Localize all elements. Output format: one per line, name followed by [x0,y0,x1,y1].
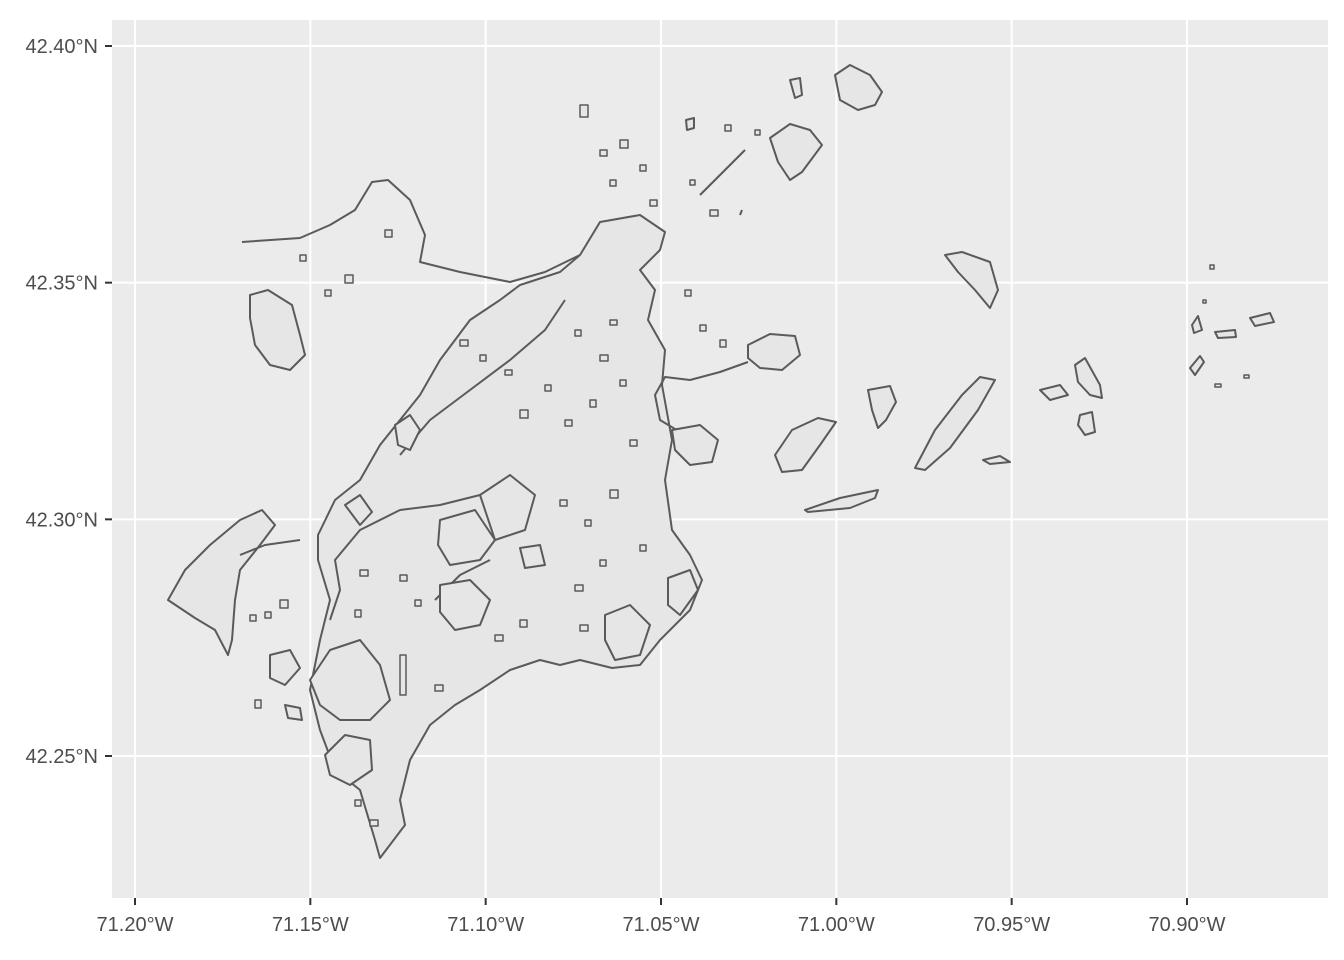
island-2 [804,489,879,513]
internal-area-9 [671,424,719,466]
channel-line-2 [739,209,743,216]
island-3 [914,376,996,471]
internal-road-1 [399,299,566,456]
x-tick-label: 70.90°W [1149,914,1226,936]
island-16 [789,77,803,99]
panel-background [112,20,1328,898]
internal-area-8 [667,569,699,616]
internal-area-10 [344,494,373,526]
x-tick-label: 71.00°W [798,914,875,936]
island-10 [1077,411,1096,436]
peninsula-polygon [747,333,801,371]
internal-area-7 [604,604,651,661]
northwest-polygon [249,289,306,371]
y-tick-label: 42.40°N [26,36,99,58]
west-land-polygon [167,509,276,656]
west-road [239,539,301,556]
grid-lines [112,20,1328,898]
island-15 [982,455,1011,465]
internal-area-11 [519,544,546,569]
x-tick-label: 71.20°W [97,914,174,936]
island-17 [685,117,695,131]
y-tick-label: 42.35°N [26,273,99,295]
internal-area-2 [479,474,536,541]
x-tick-label: 71.05°W [623,914,700,936]
internal-area-6 [394,414,421,451]
x-tick-label: 71.15°W [272,914,349,936]
internal-area-12 [269,649,301,686]
x-tick-label: 70.95°W [973,914,1050,936]
internal-road-2 [329,494,481,621]
y-axis-labels: 42.40°N 42.35°N 42.30°N 42.25°N [26,36,99,768]
island-12 [1214,329,1237,339]
island-13 [1189,355,1205,376]
y-tick-label: 42.25°N [26,746,99,768]
map-features [167,64,1275,859]
island-14 [1191,315,1203,334]
river-line [241,179,581,283]
small-parcels [249,104,1250,827]
island-6 [834,64,883,111]
y-tick-label: 42.30°N [26,509,99,531]
internal-area-3 [309,639,391,721]
island-9 [1039,384,1069,401]
internal-area-13 [284,704,303,721]
island-5 [944,251,999,309]
axis-ticks [105,45,1188,905]
x-axis-labels: 71.20°W 71.15°W 71.10°W 71.05°W 71.00°W 70.95… [97,914,1226,936]
island-1 [774,417,837,473]
internal-area-1 [437,509,496,566]
island-4 [867,385,897,429]
internal-area-5 [439,579,491,631]
island-11 [1249,312,1275,327]
channel-line [699,149,746,196]
internal-area-4 [324,734,373,786]
island-8 [1074,357,1103,399]
island-7 [769,123,823,181]
x-tick-label: 71.10°W [447,914,524,936]
